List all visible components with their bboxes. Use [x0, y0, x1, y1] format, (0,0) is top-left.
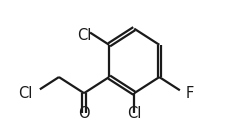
Text: Cl: Cl: [77, 28, 91, 43]
Text: F: F: [185, 86, 194, 101]
Text: Cl: Cl: [19, 86, 33, 101]
Text: O: O: [78, 106, 90, 121]
Text: Cl: Cl: [127, 106, 141, 121]
